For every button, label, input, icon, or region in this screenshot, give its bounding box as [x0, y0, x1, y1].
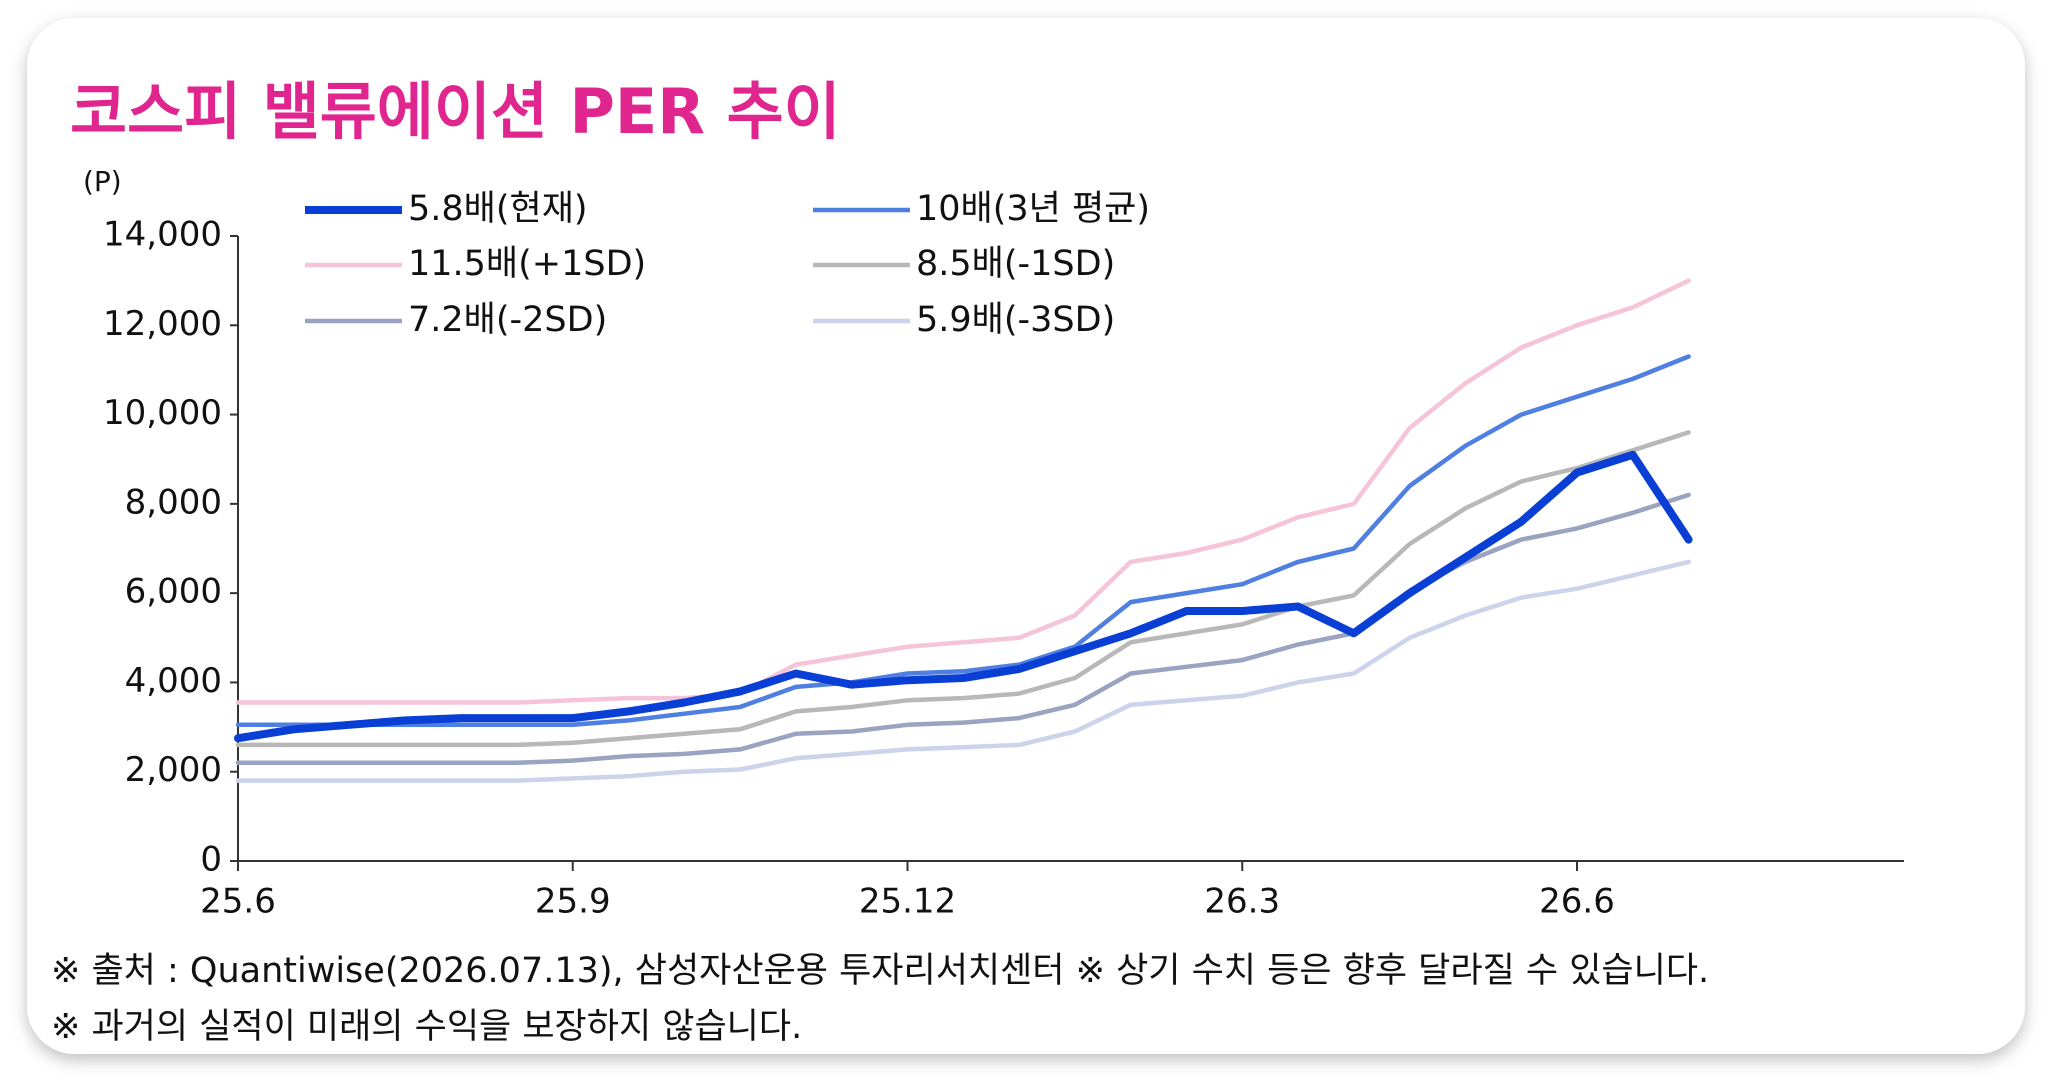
- x-tick-label: 26.3: [1204, 882, 1280, 922]
- y-tick-label: 0: [200, 840, 222, 880]
- series-line: [235, 430, 1691, 748]
- y-tick-label: 6,000: [125, 572, 222, 612]
- y-tick-label: 4,000: [125, 661, 222, 701]
- legend-label: 8.5배(-1SD): [916, 244, 1115, 284]
- legend-label: 10배(3년 평균): [916, 189, 1150, 229]
- legend-label: 7.2배(-2SD): [408, 300, 607, 340]
- y-tick-label: 14,000: [103, 215, 222, 255]
- x-tick-label: 25.12: [859, 882, 956, 922]
- series-line: [235, 278, 1691, 705]
- legend-label: 5.8배(현재): [408, 189, 588, 229]
- series-line: [235, 559, 1691, 783]
- y-unit: (P): [83, 165, 122, 198]
- x-tick-label: 25.9: [535, 882, 611, 922]
- x-tick-label: 25.6: [200, 882, 276, 922]
- y-tick-label: 10,000: [103, 393, 222, 433]
- legend-label: 11.5배(+1SD): [408, 244, 646, 284]
- series-line: [234, 450, 1693, 743]
- chart-title: 코스피 밸류에이션 PER 추이: [70, 75, 841, 148]
- y-tick-label: 2,000: [125, 750, 222, 790]
- series-line: [235, 354, 1691, 728]
- card: [27, 18, 2025, 1054]
- y-tick-label: 8,000: [125, 482, 222, 522]
- x-tick-label: 26.6: [1539, 882, 1615, 922]
- legend-label: 5.9배(-3SD): [916, 300, 1115, 340]
- footnote: ※ 출처 : Quantiwise(2026.07.13), 삼성자산운용 투자…: [51, 951, 1709, 991]
- y-tick-label: 12,000: [103, 304, 222, 344]
- footnote: ※ 과거의 실적이 미래의 수익을 보장하지 않습니다.: [51, 1007, 802, 1047]
